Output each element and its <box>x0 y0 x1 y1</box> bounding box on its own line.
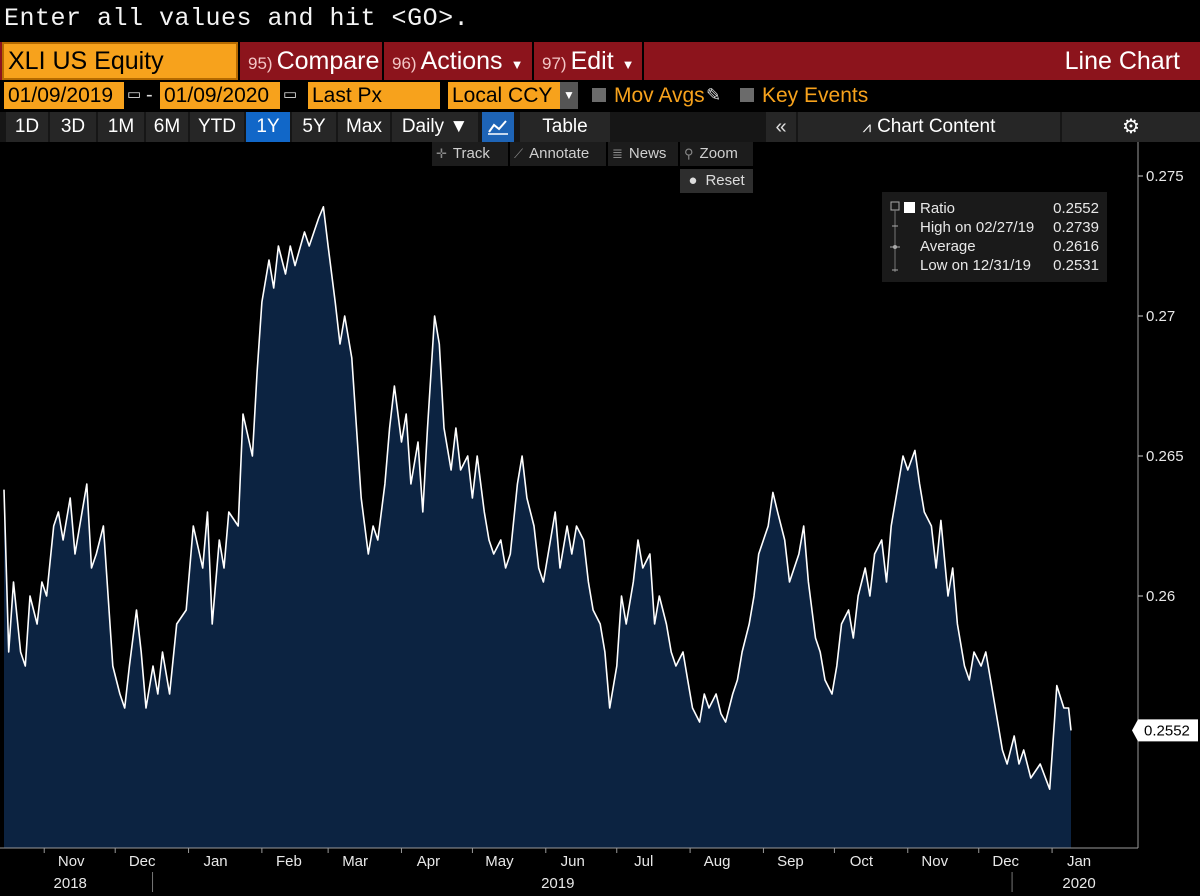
x-month-label: Jan <box>203 853 227 870</box>
x-month-label: Mar <box>342 853 368 870</box>
mov-avgs-label[interactable]: Mov Avgs <box>614 82 705 109</box>
calendar-icon[interactable]: ▭ <box>283 86 297 104</box>
start-date-field[interactable]: 01/09/2019 <box>4 82 124 109</box>
currency-dropdown[interactable]: Local CCY <box>448 82 560 109</box>
zoom-label: Zoom <box>700 145 738 162</box>
reset-button[interactable]: ● Reset <box>680 169 753 193</box>
legend-high-value: 0.2739 <box>1053 218 1099 237</box>
pencil-icon[interactable]: ✎ <box>706 82 721 109</box>
series-area-fill <box>4 207 1071 848</box>
x-year-label: 2019 <box>541 875 574 892</box>
annotate-tool[interactable]: ⟋ Annotate <box>510 142 606 166</box>
reset-label: Reset <box>705 172 744 189</box>
y-tick-label: 0.27 <box>1146 308 1175 325</box>
actions-button[interactable]: 96) Actions ▼ <box>382 42 530 80</box>
chart-legend: Ratio 0.2552 High on 02/27/19 0.2739 Ave… <box>882 192 1107 282</box>
date-range-separator: - <box>146 82 153 109</box>
gear-icon[interactable]: ⚙ <box>1062 112 1200 142</box>
chart-content-button[interactable]: ⩘ Chart Content <box>798 112 1060 142</box>
calendar-icon[interactable]: ▭ <box>127 86 141 104</box>
compare-number: 95) <box>248 54 273 73</box>
chevron-down-icon: ▼ <box>511 57 524 72</box>
line-chart-icon[interactable] <box>482 112 514 142</box>
edit-number: 97) <box>542 54 567 73</box>
end-date-field[interactable]: 01/09/2020 <box>160 82 280 109</box>
x-month-label: May <box>485 853 514 870</box>
x-month-label: Jan <box>1067 853 1091 870</box>
track-label: Track <box>453 145 490 162</box>
legend-high-label: High on 02/27/19 <box>920 218 1034 237</box>
y-tick-label: 0.26 <box>1146 588 1175 605</box>
frequency-dropdown[interactable]: Daily ▼ <box>392 112 478 142</box>
table-button[interactable]: Table <box>520 112 610 142</box>
key-events-label[interactable]: Key Events <box>762 82 868 109</box>
legend-low-label: Low on 12/31/19 <box>920 256 1031 275</box>
zoom-tool[interactable]: ⚲ Zoom <box>680 142 753 166</box>
legend-ratio-value: 0.2552 <box>1053 199 1099 218</box>
y-tick-label: 0.275 <box>1146 168 1184 185</box>
edit-button[interactable]: 97) Edit ▼ <box>532 42 642 80</box>
field-selector[interactable]: Last Px <box>308 82 440 109</box>
reset-icon: ● <box>688 172 697 189</box>
chart-content-label: Chart Content <box>877 116 995 137</box>
legend-average-value: 0.2616 <box>1053 237 1099 256</box>
x-month-label: Apr <box>417 853 440 870</box>
news-icon: ≣ <box>612 146 623 161</box>
x-year-label: 2020 <box>1062 875 1095 892</box>
x-month-label: Dec <box>992 853 1019 870</box>
annotate-label: Annotate <box>529 145 589 162</box>
period-1m-button[interactable]: 1M <box>98 112 144 142</box>
compare-label: Compare <box>277 47 380 75</box>
collapse-icon[interactable]: « <box>766 112 796 142</box>
x-month-label: Dec <box>129 853 156 870</box>
x-month-label: Jun <box>561 853 585 870</box>
period-3d-button[interactable]: 3D <box>50 112 96 142</box>
chevron-down-icon[interactable]: ▼ <box>560 82 578 109</box>
edit-label: Edit <box>571 47 614 75</box>
x-month-label: Aug <box>704 853 731 870</box>
period-6m-button[interactable]: 6M <box>146 112 188 142</box>
x-month-label: Jul <box>634 853 653 870</box>
x-month-label: Oct <box>850 853 874 870</box>
legend-low-value: 0.2531 <box>1053 256 1099 275</box>
y-tick-label: 0.265 <box>1146 448 1184 465</box>
command-line-prompt: Enter all values and hit <GO>. <box>4 4 469 38</box>
view-title: Line Chart <box>1065 42 1180 80</box>
period-ytd-button[interactable]: YTD <box>190 112 244 142</box>
header-divider <box>642 42 644 80</box>
key-events-checkbox[interactable] <box>740 88 754 102</box>
chart-content-icon: ⩘ <box>863 119 871 136</box>
x-year-label: 2018 <box>54 875 87 892</box>
actions-label: Actions <box>421 47 503 75</box>
security-input[interactable]: XLI US Equity <box>4 44 236 78</box>
actions-number: 96) <box>392 54 417 73</box>
series-color-swatch <box>904 202 915 213</box>
zoom-icon: ⚲ <box>684 146 694 161</box>
compare-button[interactable]: 95) Compare <box>238 42 380 80</box>
legend-ratio-label: Ratio <box>920 199 955 218</box>
legend-average-label: Average <box>920 237 976 256</box>
period-5y-button[interactable]: 5Y <box>292 112 336 142</box>
track-tool[interactable]: ✛ Track <box>432 142 508 166</box>
x-month-label: Nov <box>921 853 948 870</box>
period-1y-button[interactable]: 1Y <box>246 112 290 142</box>
last-value-label: 0.2552 <box>1144 722 1190 739</box>
x-month-label: Nov <box>58 853 85 870</box>
period-1d-button[interactable]: 1D <box>6 112 48 142</box>
legend-markers <box>886 192 906 282</box>
news-tool[interactable]: ≣ News <box>608 142 678 166</box>
period-max-button[interactable]: Max <box>338 112 390 142</box>
crosshair-icon: ✛ <box>436 146 447 161</box>
chevron-down-icon: ▼ <box>622 57 635 72</box>
news-label: News <box>629 145 667 162</box>
x-month-label: Sep <box>777 853 804 870</box>
x-month-label: Feb <box>276 853 302 870</box>
annotate-icon: ⟋ <box>514 146 523 161</box>
mov-avgs-checkbox[interactable] <box>592 88 606 102</box>
